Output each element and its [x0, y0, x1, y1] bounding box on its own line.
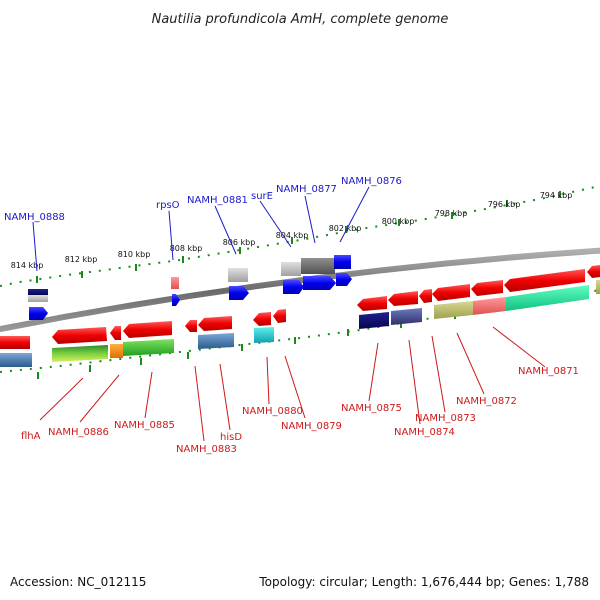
gene-category-bar	[334, 255, 351, 269]
gene-arrow	[110, 326, 121, 340]
kbp-label: 800 kbp	[382, 217, 415, 226]
outer-major-ticks	[36, 191, 561, 283]
gene-label: NAMH_0886	[48, 427, 109, 438]
gene-category-bar	[110, 344, 123, 358]
gene-arrow	[419, 289, 432, 303]
gene-label: flhA	[21, 431, 41, 442]
gene-arrow	[253, 312, 271, 326]
gene-category-bar	[28, 289, 48, 295]
gene-arrow	[471, 280, 503, 296]
kbp-label: 796 kbp	[488, 200, 521, 209]
gene-category-bar	[123, 339, 174, 356]
gene-category-bar	[52, 345, 108, 362]
gene-arrow	[123, 321, 172, 338]
gene-arrow	[273, 309, 286, 323]
gene-category-bar	[473, 297, 506, 315]
gene-category-bar	[506, 285, 589, 311]
gene-label: NAMH_0876	[341, 176, 402, 187]
gene-arrow	[283, 280, 304, 294]
gene-label: NAMH_0871	[518, 366, 579, 377]
gene-arrow	[432, 284, 470, 301]
gene-category-bar	[391, 308, 422, 325]
gene-category-bar	[0, 353, 32, 367]
map-title: Nautilia profundicola AmH, complete geno…	[152, 12, 449, 27]
gene-arrow	[198, 316, 232, 331]
gene-label: NAMH_0874	[394, 427, 455, 438]
gene-category-bar	[596, 280, 600, 294]
gene-category-bar	[359, 312, 389, 329]
forward-label-leaders	[32, 186, 370, 272]
gene-label: NAMH_0881	[187, 195, 248, 206]
kbp-label: 794 kbp	[540, 191, 573, 200]
gene-label: NAMH_0875	[341, 403, 402, 414]
gene-arrow	[229, 286, 249, 300]
gene-arrow	[185, 320, 197, 332]
genome-summary-text: Topology: circular; Length: 1,676,444 bp…	[258, 575, 589, 589]
kbp-label: 812 kbp	[65, 255, 98, 264]
gene-label: NAMH_0872	[456, 396, 517, 407]
reverse-gene-labels: flhA NAMH_0886 NAMH_0885 NAMH_0883 hisD …	[21, 366, 579, 455]
gene-label: NAMH_0888	[4, 212, 65, 223]
gene-label: NAMH_0879	[281, 421, 342, 432]
gene-label: hisD	[220, 432, 242, 443]
gene-arrow	[303, 276, 336, 290]
gene-arrow	[587, 265, 600, 278]
gene-label: NAMH_0877	[276, 184, 337, 195]
reverse-label-leaders	[39, 326, 546, 442]
gene-category-bar	[198, 333, 234, 349]
accession-text: Accession: NC_012115	[10, 575, 146, 589]
inner-tick-ring	[0, 289, 600, 373]
gene-arrow	[52, 327, 107, 344]
kbp-label: 806 kbp	[223, 238, 256, 247]
kbp-label: 808 kbp	[170, 244, 203, 253]
kbp-label: 814 kbp	[11, 261, 44, 270]
gene-category-bar	[254, 327, 274, 343]
kbp-label: 810 kbp	[118, 250, 151, 259]
gene-label: surE	[251, 191, 273, 202]
gene-arrow	[172, 294, 180, 306]
forward-strand-genes	[28, 255, 352, 320]
kbp-label: 802 kbp	[329, 224, 362, 233]
gene-category-bar	[281, 262, 301, 276]
gene-label: NAMH_0880	[242, 406, 303, 417]
kbp-label: 798 kbp	[435, 209, 468, 218]
gene-label: NAMH_0883	[176, 444, 237, 455]
kbp-label: 804 kbp	[276, 231, 309, 240]
gene-label: NAMH_0885	[114, 420, 175, 431]
gene-category-bar	[301, 258, 335, 274]
gene-category-bar	[228, 268, 248, 282]
gene-label: rpsO	[156, 200, 180, 211]
gene-arrow	[29, 307, 48, 320]
gene-arrow	[388, 291, 418, 306]
gene-label: NAMH_0873	[415, 413, 476, 424]
gene-category-bar	[28, 295, 48, 302]
kbp-labels: 814 kbp 812 kbp 810 kbp 808 kbp 806 kbp …	[11, 191, 573, 270]
gene-category-bar	[171, 277, 179, 289]
genome-backbone	[0, 247, 600, 333]
gene-arrow	[336, 273, 352, 286]
gene-arrow	[357, 296, 387, 311]
reverse-strand-genes	[0, 265, 600, 367]
gene-category-bar	[434, 301, 473, 319]
gene-arrow	[0, 336, 30, 349]
gene-arrow	[504, 269, 585, 292]
forward-gene-labels: NAMH_0888 rpsO NAMH_0881 surE NAMH_0877 …	[4, 176, 402, 223]
